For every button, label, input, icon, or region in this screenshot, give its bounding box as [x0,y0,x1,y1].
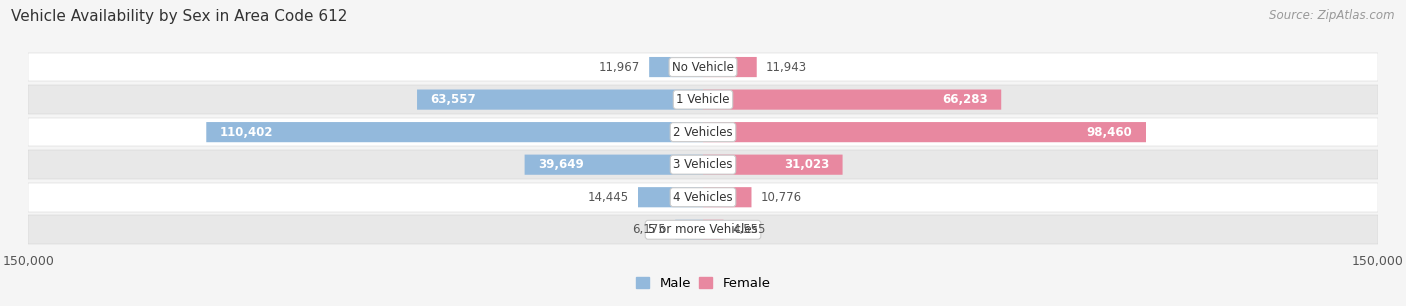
Bar [28,150,1378,179]
Text: 3 Vehicles: 3 Vehicles [673,158,733,171]
FancyBboxPatch shape [703,155,842,175]
Legend: Male, Female: Male, Female [630,272,776,296]
Text: 6,175: 6,175 [633,223,666,236]
Bar [28,183,1378,211]
FancyBboxPatch shape [524,155,703,175]
Text: 5 or more Vehicles: 5 or more Vehicles [648,223,758,236]
FancyBboxPatch shape [650,57,703,77]
Text: 14,445: 14,445 [588,191,628,204]
Text: 2 Vehicles: 2 Vehicles [673,126,733,139]
FancyBboxPatch shape [418,90,703,110]
Text: 11,967: 11,967 [599,61,640,73]
Text: 31,023: 31,023 [783,158,830,171]
Text: 10,776: 10,776 [761,191,801,204]
Bar [28,85,1378,114]
FancyBboxPatch shape [207,122,703,142]
Text: Vehicle Availability by Sex in Area Code 612: Vehicle Availability by Sex in Area Code… [11,9,347,24]
Text: 4 Vehicles: 4 Vehicles [673,191,733,204]
FancyBboxPatch shape [703,187,751,207]
Text: 4,555: 4,555 [733,223,766,236]
FancyBboxPatch shape [703,57,756,77]
FancyBboxPatch shape [638,187,703,207]
Text: Source: ZipAtlas.com: Source: ZipAtlas.com [1270,9,1395,22]
Text: 63,557: 63,557 [430,93,477,106]
Text: 66,283: 66,283 [942,93,988,106]
Text: No Vehicle: No Vehicle [672,61,734,73]
Text: 39,649: 39,649 [538,158,583,171]
Text: 98,460: 98,460 [1087,126,1132,139]
Bar [28,215,1378,244]
Text: 110,402: 110,402 [219,126,273,139]
Text: 11,943: 11,943 [766,61,807,73]
FancyBboxPatch shape [703,122,1146,142]
FancyBboxPatch shape [675,220,703,240]
FancyBboxPatch shape [703,90,1001,110]
Bar [28,53,1378,81]
Bar [28,118,1378,147]
Text: 1 Vehicle: 1 Vehicle [676,93,730,106]
FancyBboxPatch shape [703,220,724,240]
